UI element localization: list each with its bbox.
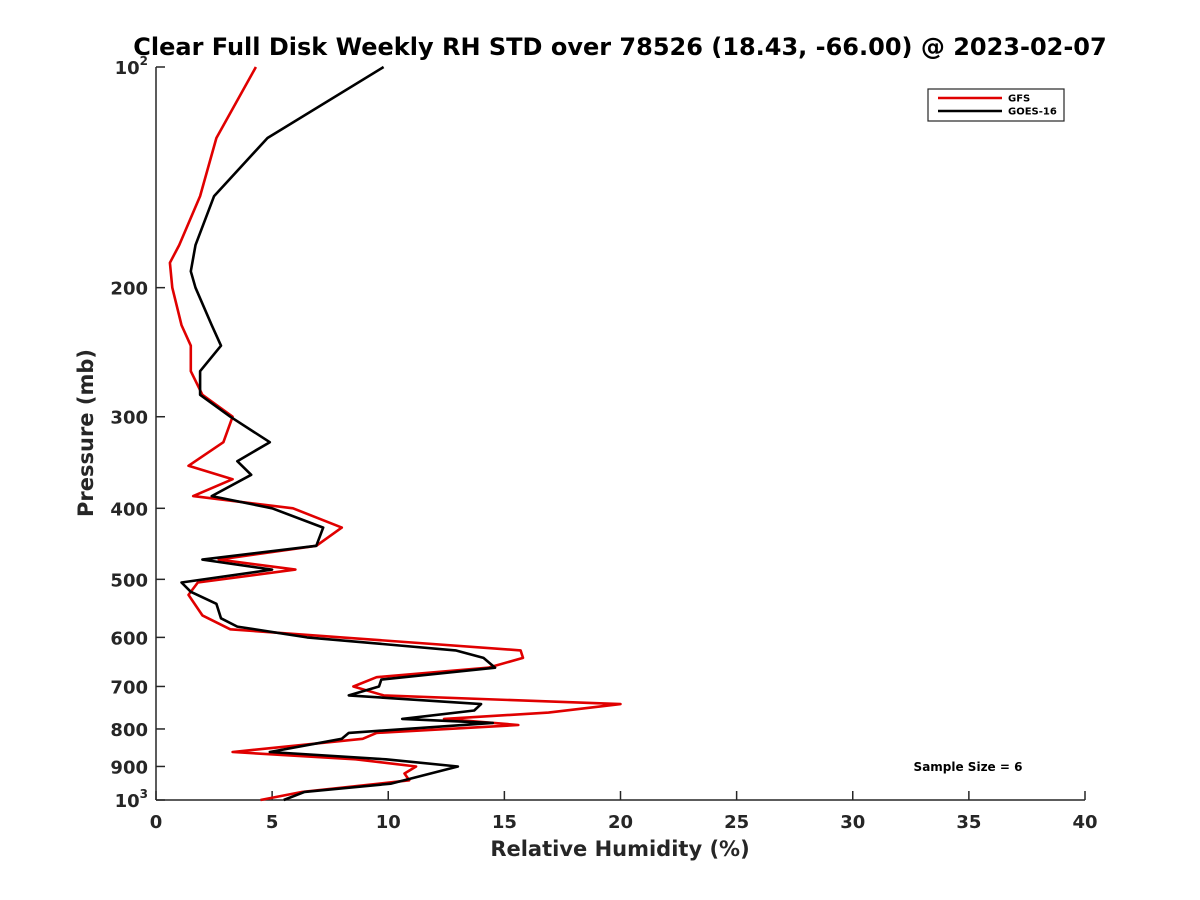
x-tick-label: 10 (376, 812, 401, 833)
y-tick-label: 700 (110, 677, 148, 698)
series-layer (168, 65, 622, 802)
y-tick-label: 900 (110, 757, 148, 778)
x-tick-label: 15 (492, 812, 517, 833)
y-axis-label: Pressure (mb) (74, 349, 98, 517)
y-tick-label: 103 (115, 787, 148, 812)
legend: GFS GOES-16 (927, 88, 1065, 122)
x-tick-label: 35 (956, 812, 981, 833)
y-tick-label: 300 (110, 408, 148, 429)
series-line-gfs (168, 66, 622, 802)
x-tick-label: 0 (150, 812, 163, 833)
sample-size-annotation: Sample Size = 6 (914, 760, 1023, 774)
legend-label-gfs: GFS (1008, 94, 1030, 105)
y-tick-label: 500 (110, 570, 148, 591)
x-tick-label: 30 (840, 812, 865, 833)
legend-box (927, 88, 1065, 122)
x-tick-label: 20 (608, 812, 633, 833)
y-tick-label: 400 (110, 499, 148, 520)
series-line-goes-16 (180, 65, 497, 802)
chart-title: Clear Full Disk Weekly RH STD over 78526… (133, 33, 1106, 61)
x-tick-label: 40 (1072, 812, 1097, 833)
y-tick-label: 102 (115, 54, 148, 79)
y-tick-label: 800 (110, 720, 148, 741)
y-tick-label: 600 (110, 628, 148, 649)
legend-label-goes-16: GOES-16 (1008, 107, 1057, 118)
y-tick-label: 200 (110, 279, 148, 300)
axes: 0 5 10 15 20 25 30 35 40 102 200 300 400 500 600 700 800… (110, 54, 1097, 833)
x-tick-label: 5 (266, 812, 279, 833)
x-axis-label: Relative Humidity (%) (490, 837, 749, 861)
x-tick-label: 25 (724, 812, 749, 833)
